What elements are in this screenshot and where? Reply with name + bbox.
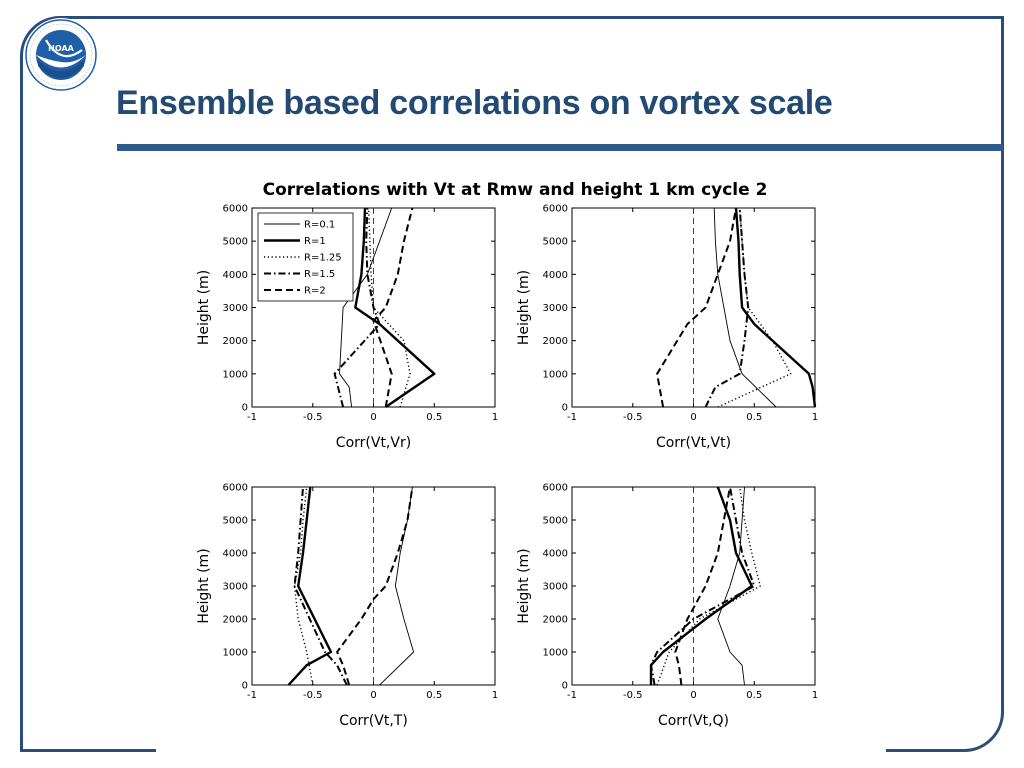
- correlation-figure: Correlations with Vt at Rmw and height 1…: [185, 172, 845, 742]
- series-line-r-1: [649, 486, 753, 685]
- y-tick-label: 1000: [543, 369, 568, 380]
- x-tick-label: -0.5: [623, 690, 643, 701]
- y-tick-label: 2000: [543, 336, 568, 347]
- legend-label: R=1.5: [304, 269, 335, 280]
- series-line-r-2: [336, 486, 414, 686]
- y-tick-label: 3000: [543, 303, 568, 314]
- y-tick-label: 0: [562, 403, 568, 414]
- chart-title: Correlations with Vt at Rmw and height 1…: [263, 180, 768, 200]
- x-tick-label: 0.5: [426, 690, 442, 701]
- series-line-r-1-5: [333, 207, 381, 408]
- y-axis-label: Height (m): [196, 270, 212, 345]
- x-tick-label: 0: [690, 690, 696, 701]
- title-underline: [117, 144, 1003, 151]
- x-tick-label: 1: [812, 412, 818, 423]
- x-tick-label: -1: [247, 690, 257, 701]
- series-line-r-1-5: [704, 207, 750, 408]
- y-tick-label: 4000: [543, 549, 568, 560]
- noaa-logo-graphic: NOAA: [25, 19, 97, 91]
- series-line-r-1: [287, 486, 333, 686]
- x-tick-label: 0: [370, 690, 376, 701]
- x-tick-label: 1: [812, 690, 818, 701]
- x-axis-label: Corr(Vt,T): [339, 713, 408, 729]
- y-tick-label: 5000: [543, 237, 568, 248]
- x-tick-label: -0.5: [303, 690, 323, 701]
- series-line-r-1-25: [367, 207, 411, 408]
- legend-box: [257, 212, 354, 302]
- y-axis-label: Height (m): [516, 548, 532, 623]
- x-tick-label: -1: [247, 412, 257, 423]
- series-line-r-2: [656, 207, 737, 408]
- series-line-r-0-1: [379, 486, 415, 686]
- y-tick-label: 5000: [223, 516, 248, 527]
- x-tick-label: 0.5: [746, 690, 762, 701]
- y-tick-label: 2000: [223, 615, 248, 626]
- legend-label: R=0.1: [304, 220, 335, 231]
- y-tick-label: 1000: [223, 369, 248, 380]
- slide-title: Ensemble based correlations on vortex sc…: [116, 84, 833, 122]
- y-tick-label: 3000: [223, 582, 248, 593]
- series-line-r-1-25: [293, 486, 314, 686]
- y-tick-label: 6000: [223, 204, 248, 215]
- noaa-logo: NOAA: [24, 18, 98, 92]
- y-tick-label: 1000: [223, 648, 248, 659]
- y-tick-label: 4000: [543, 270, 568, 281]
- panel-2-axes-box: [571, 207, 816, 408]
- y-tick-label: 6000: [543, 204, 568, 215]
- x-tick-label: 1: [492, 412, 498, 423]
- series-line-r-0-1: [713, 207, 777, 408]
- x-tick-label: 0: [690, 412, 696, 423]
- x-tick-label: 0: [370, 412, 376, 423]
- legend-label: R=2: [304, 286, 326, 297]
- y-tick-label: 3000: [223, 303, 248, 314]
- legend-label: R=1: [304, 236, 326, 247]
- y-tick-label: 6000: [543, 483, 568, 494]
- y-tick-label: 4000: [223, 270, 248, 281]
- y-tick-label: 5000: [543, 516, 568, 527]
- series-line-r-1-5: [650, 486, 756, 686]
- y-tick-label: 6000: [223, 483, 248, 494]
- logo-text: NOAA: [48, 44, 74, 53]
- x-tick-label: -0.5: [623, 412, 643, 423]
- series-line-r-1: [354, 207, 436, 408]
- series-line-r-1-25: [656, 486, 761, 686]
- y-axis-label: Height (m): [196, 548, 212, 623]
- y-axis-label: Height (m): [516, 270, 532, 345]
- x-tick-label: 1: [492, 690, 498, 701]
- y-tick-label: 1000: [543, 648, 568, 659]
- x-tick-label: -1: [567, 412, 577, 423]
- panel-3-axes-box: [251, 486, 496, 686]
- x-tick-label: 0.5: [426, 412, 442, 423]
- chart-svg: Correlations with Vt at Rmw and height 1…: [196, 180, 818, 729]
- panel-4-axes-box: [571, 486, 816, 686]
- x-tick-label: 0.5: [746, 412, 762, 423]
- x-axis-label: Corr(Vt,Q): [658, 713, 729, 729]
- y-tick-label: 0: [242, 403, 248, 414]
- x-tick-label: -0.5: [303, 412, 323, 423]
- y-tick-label: 3000: [543, 582, 568, 593]
- series-line-r-1-25: [717, 207, 792, 408]
- y-tick-label: 2000: [223, 336, 248, 347]
- series-line-r-2: [674, 486, 731, 686]
- y-tick-label: 2000: [543, 615, 568, 626]
- series-line-r-1-5: [293, 486, 348, 686]
- y-tick-label: 0: [242, 681, 248, 692]
- x-axis-label: Corr(Vt,Vr): [336, 435, 411, 451]
- x-axis-label: Corr(Vt,Vt): [656, 435, 731, 451]
- y-tick-label: 0: [562, 681, 568, 692]
- series-line-r-0-1: [339, 207, 393, 408]
- x-tick-label: -1: [567, 690, 577, 701]
- y-tick-label: 4000: [223, 549, 248, 560]
- bottom-gap: [156, 747, 886, 752]
- y-tick-label: 5000: [223, 237, 248, 248]
- series-line-r-2: [372, 207, 414, 408]
- legend-label: R=1.25: [304, 253, 342, 264]
